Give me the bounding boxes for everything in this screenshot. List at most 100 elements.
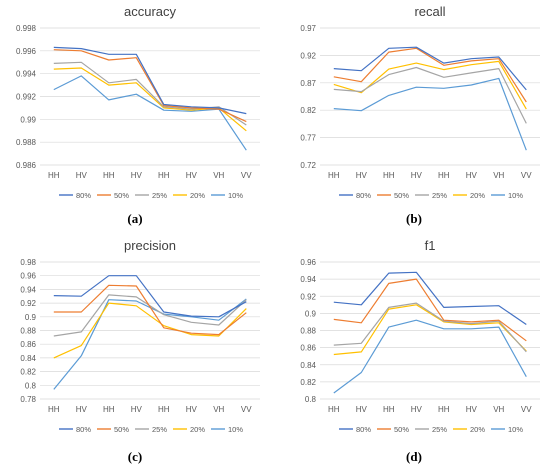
y-tick-label: 0.82 xyxy=(20,368,36,377)
x-tick-label: HH xyxy=(328,171,340,180)
y-tick-label: 0.98 xyxy=(20,258,36,267)
series-line-80pct xyxy=(53,46,247,115)
x-tick-label: HV xyxy=(466,171,478,180)
y-tick-label: 0.994 xyxy=(16,70,37,79)
legend-label: 50% xyxy=(114,191,129,200)
series-line-10pct xyxy=(53,75,247,151)
x-tick-label: HV xyxy=(411,405,423,414)
chart-f1: f1 0.8 0.82 0.84 0.86 0.88 0.9 0.92 0.94 0.96 HH HV… xyxy=(280,234,550,439)
x-tick-label: HV xyxy=(356,405,368,414)
legend-label: 20% xyxy=(190,425,205,434)
chart-accuracy: accuracy 0.986 0.988 0.99 0.992 0.994 0.996 0.9… xyxy=(0,0,270,205)
x-tick-label: HV xyxy=(411,171,423,180)
y-tick-label: 0.99 xyxy=(20,115,36,124)
y-tick-label: 0.996 xyxy=(16,47,37,56)
y-tick-label: 0.86 xyxy=(20,340,36,349)
y-tick-label: 0.96 xyxy=(20,272,36,281)
x-tick-label: HV xyxy=(186,171,198,180)
x-tick-label: HV xyxy=(76,405,88,414)
y-tick-label: 0.72 xyxy=(300,161,316,170)
series-line-20pct xyxy=(333,304,527,356)
y-tick-label: 0.92 xyxy=(300,51,316,60)
legend-label: 25% xyxy=(152,425,167,434)
chart-title: precision xyxy=(124,238,176,253)
chart-precision: precision 0.78 0.8 0.82 0.84 0.86 0.88 0.9 0.92 0… xyxy=(0,234,270,439)
y-tick-label: 0.998 xyxy=(16,24,37,33)
y-tick-label: 0.88 xyxy=(20,327,36,336)
y-tick-label: 0.82 xyxy=(300,106,316,115)
x-tick-label: HV xyxy=(131,405,143,414)
legend-label: 80% xyxy=(356,191,371,200)
y-tick-label: 0.97 xyxy=(300,24,316,33)
x-tick-label: VH xyxy=(213,171,224,180)
chart-title: recall xyxy=(414,4,445,19)
x-tick-label: HH xyxy=(383,405,395,414)
x-tick-label: HV xyxy=(76,171,88,180)
series-line-25pct xyxy=(53,61,247,126)
x-tick-label: HH xyxy=(103,405,115,414)
legend-label: 25% xyxy=(152,191,167,200)
x-tick-label: HV xyxy=(131,171,143,180)
legend-label: 10% xyxy=(508,191,523,200)
x-tick-label: HH xyxy=(48,405,60,414)
x-tick-label: HH xyxy=(328,405,340,414)
caption-b: (b) xyxy=(406,211,422,226)
series-line-50pct xyxy=(333,278,527,342)
y-tick-label: 0.986 xyxy=(16,161,37,170)
legend-label: 80% xyxy=(76,191,91,200)
x-tick-label: VV xyxy=(521,171,532,180)
y-tick-label: 0.8 xyxy=(25,381,37,390)
y-tick-label: 0.92 xyxy=(20,299,36,308)
y-tick-label: 0.992 xyxy=(16,93,37,102)
x-tick-label: HH xyxy=(383,171,395,180)
series-line-80pct xyxy=(333,46,527,91)
x-tick-label: VV xyxy=(521,405,532,414)
legend-label: 50% xyxy=(394,425,409,434)
y-tick-label: 0.88 xyxy=(300,327,316,336)
y-tick-label: 0.96 xyxy=(300,258,316,267)
y-tick-label: 0.94 xyxy=(20,285,36,294)
series-line-50pct xyxy=(53,49,247,123)
x-tick-label: VV xyxy=(241,171,252,180)
x-tick-label: VH xyxy=(213,405,224,414)
x-tick-label: HV xyxy=(466,405,478,414)
y-tick-label: 0.988 xyxy=(16,138,37,147)
legend-label: 80% xyxy=(76,425,91,434)
x-tick-label: VH xyxy=(493,405,504,414)
chart-recall: recall 0.72 0.77 0.82 0.87 0.92 0.97 HH HV HH HV HH… xyxy=(280,0,550,205)
legend-label: 80% xyxy=(356,425,371,434)
series-line-10pct xyxy=(333,319,527,394)
x-tick-label: HH xyxy=(103,171,115,180)
x-tick-label: VH xyxy=(493,171,504,180)
caption-a: (a) xyxy=(127,211,143,226)
chart-svg: f1 0.8 0.82 0.84 0.86 0.88 0.9 0.92 0.94 0.96 HH HV… xyxy=(300,238,540,434)
x-tick-label: HH xyxy=(158,171,170,180)
x-tick-label: HH xyxy=(158,405,170,414)
legend-label: 10% xyxy=(228,425,243,434)
series-line-25pct xyxy=(333,66,527,124)
chart-svg: accuracy 0.986 0.988 0.99 0.992 0.994 0.996 0.9… xyxy=(16,4,260,200)
y-tick-label: 0.8 xyxy=(305,395,317,404)
series-line-80pct xyxy=(333,271,527,325)
series-line-50pct xyxy=(333,47,527,103)
series-line-20pct xyxy=(53,302,247,359)
y-tick-label: 0.84 xyxy=(300,361,316,370)
x-tick-label: HV xyxy=(186,405,198,414)
legend-label: 10% xyxy=(228,191,243,200)
caption-c: (c) xyxy=(127,449,143,464)
chart-svg: precision 0.78 0.8 0.82 0.84 0.86 0.88 0.9 0.92 0… xyxy=(20,238,260,434)
series-line-25pct xyxy=(53,294,247,337)
y-tick-label: 0.86 xyxy=(300,344,316,353)
y-tick-label: 0.9 xyxy=(25,313,37,322)
x-tick-label: HH xyxy=(48,171,60,180)
series-line-80pct xyxy=(53,275,247,318)
y-tick-label: 0.94 xyxy=(300,275,316,284)
y-tick-label: 0.9 xyxy=(305,309,317,318)
series-line-25pct xyxy=(333,302,527,353)
y-tick-label: 0.92 xyxy=(300,292,316,301)
legend-label: 50% xyxy=(114,425,129,434)
legend-label: 10% xyxy=(508,425,523,434)
legend-label: 50% xyxy=(394,191,409,200)
y-tick-label: 0.82 xyxy=(300,378,316,387)
legend-label: 20% xyxy=(190,191,205,200)
